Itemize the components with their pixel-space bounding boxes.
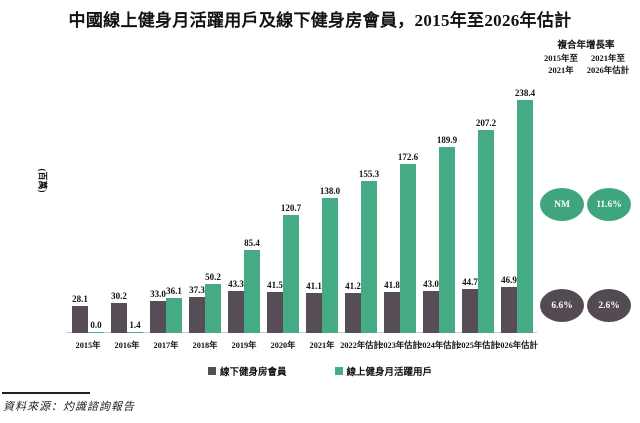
bar-value-online: 36.1 [166, 286, 182, 296]
bar-value-offline: 33.0 [150, 289, 166, 299]
cagr-header: 複合年增長率 [557, 41, 615, 51]
x-axis-tick: 2026年估計 [496, 341, 538, 350]
bar-value-offline: 41.8 [384, 280, 400, 290]
bar-value-online: 155.3 [358, 169, 380, 179]
legend: 線下健身房會員 線上健身月活躍用戶 [0, 364, 640, 378]
bar-online [322, 198, 338, 333]
x-axis-tick: 2021年 [309, 341, 335, 350]
cagr-column-2015-2021: 2015年至 2021年 [528, 53, 594, 77]
cagr-column-line: 2015年至 [543, 53, 578, 63]
bar-value-online: 172.6 [397, 152, 419, 162]
bar-value-offline: 41.5 [267, 280, 283, 290]
bar-online [166, 298, 182, 333]
bar-offline [384, 292, 400, 333]
cagr-badge-offline-2021-2026: 2.6% [587, 289, 631, 322]
bar-offline [150, 301, 166, 333]
bar-online [439, 147, 455, 333]
bar-value-offline: 46.9 [501, 275, 517, 285]
cagr-badge-offline-2015-2021: 6.6% [540, 289, 584, 322]
x-axis-tick: 2020年 [270, 341, 296, 350]
bar-value-offline: 41.2 [345, 281, 361, 291]
source-divider [2, 392, 90, 394]
bar-offline [462, 289, 478, 333]
bar-value-online: 120.7 [280, 203, 302, 213]
bar-online [205, 284, 221, 333]
bar-offline [72, 306, 88, 333]
source-note: 資料來源：灼識諮詢報告 [3, 401, 135, 413]
bar-value-online: 1.4 [129, 320, 141, 330]
bar-value-online: 138.0 [319, 186, 341, 196]
x-axis-tick: 2024年估計 [418, 341, 460, 350]
bar-online [361, 181, 377, 333]
bar-value-offline: 43.0 [423, 279, 439, 289]
bar-online [127, 332, 143, 333]
bar-offline [189, 297, 205, 333]
x-axis-tick: 2015年 [75, 341, 101, 350]
cagr-column-2021-2026: 2021年至 2026年估計 [577, 53, 639, 77]
x-axis-line [66, 332, 537, 333]
bar-value-online: 0.0 [90, 320, 102, 330]
bar-value-offline: 37.3 [189, 285, 205, 295]
legend-label-offline: 線下健身房會員 [219, 368, 287, 378]
online-swatch-icon [334, 367, 343, 375]
bar-offline [345, 293, 361, 333]
bar-online [478, 130, 494, 333]
bar-value-offline: 43.3 [228, 279, 244, 289]
y-axis-label: (百萬) [37, 168, 48, 193]
bar-value-online: 207.2 [475, 118, 497, 128]
x-axis-tick: 2017年 [153, 341, 179, 350]
bar-online [517, 100, 533, 333]
bar-online [88, 332, 104, 333]
bar-value-offline: 44.7 [462, 277, 478, 287]
bar-offline [228, 291, 244, 333]
bar-value-offline: 28.1 [72, 294, 88, 304]
cagr-column-line: 2021年 [548, 64, 574, 75]
bar-value-online: 50.2 [205, 272, 221, 282]
bar-value-offline: 41.1 [306, 281, 322, 291]
offline-swatch-icon [207, 367, 216, 375]
chart-title: 中國線上健身月活躍用戶及線下健身房會員，2015年至2026年估計 [68, 11, 572, 30]
bar-offline [501, 287, 517, 333]
bar-value-offline: 30.2 [111, 291, 127, 301]
bar-offline [306, 293, 322, 333]
cagr-column-line: 2026年估計 [586, 64, 630, 75]
legend-item-offline: 線下健身房會員 [207, 364, 287, 378]
bar-online [244, 250, 260, 333]
legend-item-online: 線上健身月活躍用戶 [334, 364, 433, 378]
bar-offline [111, 303, 127, 333]
x-axis-tick: 2023年估計 [379, 341, 421, 350]
bar-value-online: 85.4 [244, 238, 260, 248]
bar-offline [267, 292, 283, 333]
x-axis-tick: 2018年 [192, 341, 218, 350]
x-axis-tick: 2025年估計 [457, 341, 499, 350]
bar-value-online: 238.4 [514, 88, 536, 98]
bar-online [400, 164, 416, 333]
x-axis-tick: 2019年 [231, 341, 257, 350]
bar-value-online: 189.9 [436, 135, 458, 145]
legend-label-online: 線上健身月活躍用戶 [346, 368, 433, 378]
x-axis-tick: 2016年 [114, 341, 140, 350]
bar-online [283, 215, 299, 333]
cagr-column-line: 2021年至 [590, 53, 625, 63]
cagr-badge-online-2021-2026: 11.6% [587, 188, 631, 221]
cagr-badge-online-2015-2021: NM [540, 188, 584, 221]
x-axis-tick: 2022年估計 [340, 341, 382, 350]
bar-offline [423, 291, 439, 333]
